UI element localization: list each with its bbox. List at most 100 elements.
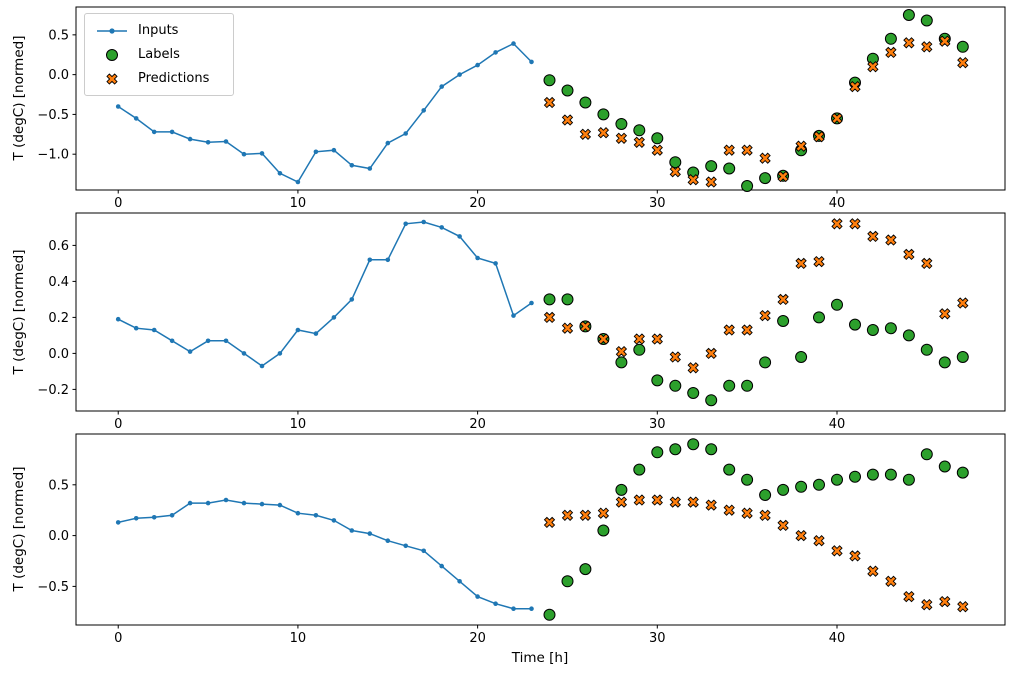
data-point: [597, 333, 610, 345]
data-point: [651, 446, 664, 459]
data-point: [813, 535, 825, 547]
data-point: [313, 331, 319, 336]
data-point: [403, 543, 409, 549]
data-point: [241, 351, 247, 356]
data-point: [921, 599, 933, 611]
data-point: [777, 519, 789, 532]
axes-frame: [75, 212, 1006, 412]
data-point: [669, 379, 682, 392]
y-tick-label: 0.0: [48, 68, 69, 83]
data-point: [331, 518, 337, 523]
data-point: [543, 311, 556, 324]
data-point: [849, 218, 861, 230]
data-point: [529, 59, 534, 65]
data-point: [759, 172, 772, 185]
data-point: [759, 489, 772, 501]
x-tick-label: 10: [290, 417, 307, 432]
data-point: [615, 345, 628, 358]
data-point: [115, 520, 121, 525]
data-point: [705, 176, 717, 188]
data-point: [705, 394, 718, 407]
data-point: [529, 606, 534, 611]
data-point: [903, 590, 915, 603]
data-point: [277, 502, 283, 508]
data-point: [561, 575, 574, 588]
data-point: [849, 318, 861, 331]
x-tick-label: 10: [290, 631, 307, 646]
data-point: [741, 473, 754, 486]
data-point: [741, 324, 753, 336]
data-point: [956, 351, 969, 363]
data-point: [115, 104, 121, 109]
data-point: [223, 139, 229, 144]
data-point: [241, 500, 247, 506]
data-point: [223, 497, 229, 503]
data-point: [511, 313, 516, 318]
data-point: [421, 219, 427, 225]
data-point: [920, 343, 933, 356]
data-point: [205, 140, 211, 145]
data-point: [169, 129, 175, 135]
data-point: [831, 298, 843, 311]
inputs-line: [118, 499, 532, 610]
data-point: [741, 379, 754, 392]
data-point: [669, 351, 681, 363]
data-point: [651, 333, 663, 345]
data-point: [313, 149, 319, 155]
legend: Inputs Labels Predictions: [84, 13, 235, 96]
data-point: [795, 140, 807, 152]
data-point: [349, 528, 355, 533]
data-point: [669, 496, 681, 508]
data-point: [921, 41, 933, 53]
axes-frame: [75, 433, 1006, 626]
data-point: [669, 166, 681, 178]
data-point: [493, 261, 498, 266]
y-axis-label-subplot-3: T (degC) [normed]: [11, 466, 27, 592]
data-point: [687, 387, 700, 399]
labels-series: [543, 438, 969, 621]
predictions-series: [543, 494, 969, 613]
data-point: [187, 136, 193, 142]
x-tick-label: 20: [469, 196, 486, 211]
data-point: [259, 501, 265, 507]
data-point: [867, 230, 879, 243]
data-point: [741, 180, 754, 192]
data-point: [903, 37, 915, 49]
predictions-series: [543, 35, 969, 188]
x-tick-label: 30: [649, 417, 666, 432]
data-point: [151, 129, 157, 135]
y-tick-label: 0.6: [48, 239, 69, 254]
data-point: [705, 499, 717, 511]
data-point: [133, 325, 139, 331]
data-point: [777, 293, 789, 306]
data-point: [115, 316, 121, 322]
data-point: [561, 84, 574, 97]
data-point: [705, 443, 718, 456]
data-point: [543, 293, 556, 306]
data-point: [349, 297, 355, 302]
data-point: [795, 480, 808, 493]
data-point: [205, 500, 211, 506]
data-point: [633, 343, 646, 356]
legend-label-predictions: Predictions: [138, 71, 210, 86]
data-point: [723, 162, 736, 175]
x-tick-label: 10: [290, 196, 307, 211]
data-point: [669, 443, 682, 456]
data-point: [295, 179, 301, 185]
data-point: [920, 14, 933, 27]
data-point: [957, 601, 969, 613]
data-point: [597, 108, 610, 121]
data-point: [493, 601, 498, 606]
data-point: [651, 132, 664, 145]
data-point: [957, 57, 969, 69]
data-point: [439, 563, 445, 569]
data-point: [669, 156, 682, 169]
data-point: [939, 595, 951, 608]
data-point: [169, 513, 175, 518]
data-point: [367, 166, 373, 171]
data-point: [331, 315, 337, 320]
y-axis-label-subplot-2: T (degC) [normed]: [11, 249, 27, 375]
predictions-series: [543, 218, 969, 374]
data-point: [866, 468, 879, 481]
data-point: [421, 108, 427, 113]
